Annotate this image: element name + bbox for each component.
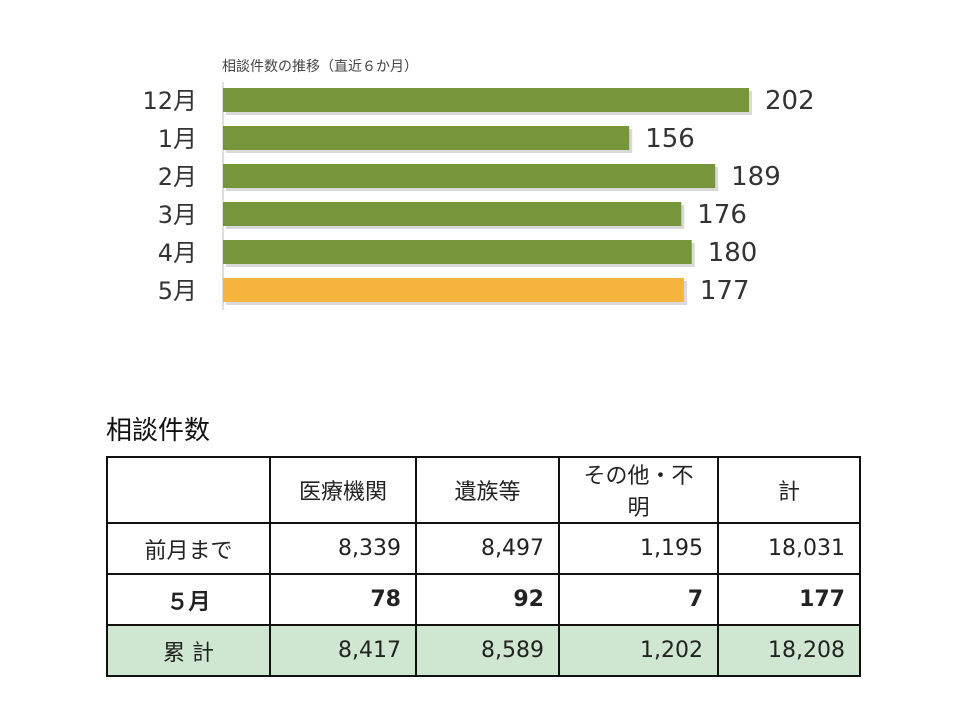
chart-title: 相談件数の推移（直近６か月） <box>222 59 418 75</box>
consultation-table: 医療機関 遺族等 その他・不明 計 前月まで 8,339 8,497 1,195… <box>106 456 861 677</box>
row-label: 累 計 <box>106 624 271 677</box>
data-label: 202 <box>765 86 815 116</box>
data-label: 177 <box>700 276 750 306</box>
cell: 8,417 <box>269 624 417 677</box>
bar <box>223 202 682 226</box>
data-label: 189 <box>731 162 781 192</box>
row-label: 前月まで <box>106 522 271 575</box>
header-empty <box>106 456 271 524</box>
cell: 7 <box>558 573 719 626</box>
category-label: 5月 <box>158 277 197 305</box>
category-label: 4月 <box>158 239 197 267</box>
table-row: 累 計 8,417 8,589 1,202 18,208 <box>106 624 861 677</box>
category-label: 1月 <box>158 125 197 153</box>
cell: 18,208 <box>717 624 861 677</box>
bar <box>223 88 749 112</box>
table-title: 相談件数 <box>106 416 211 446</box>
header-family: 遺族等 <box>415 456 560 524</box>
header-other: その他・不明 <box>558 456 719 524</box>
cell: 8,497 <box>415 522 560 575</box>
bar <box>223 126 630 150</box>
cell: 78 <box>269 573 417 626</box>
cell: 8,339 <box>269 522 417 575</box>
category-label: 2月 <box>158 163 197 191</box>
category-label: 3月 <box>158 201 197 229</box>
data-label: 156 <box>645 124 695 154</box>
bar <box>223 164 716 188</box>
cell: 92 <box>415 573 560 626</box>
bar <box>223 240 692 264</box>
cell: 18,031 <box>717 522 861 575</box>
cell: 177 <box>717 573 861 626</box>
data-label: 180 <box>708 238 758 268</box>
table-row: ５月 78 92 7 177 <box>106 573 861 626</box>
cell: 1,202 <box>558 624 719 677</box>
table-header-row: 医療機関 遺族等 その他・不明 計 <box>106 456 861 524</box>
data-label: 176 <box>697 200 747 230</box>
bar <box>223 278 684 302</box>
bar-chart: 202 12月 156 1月 189 2月 176 3月 180 4月 177 5月 <box>142 82 815 310</box>
header-total: 計 <box>717 456 861 524</box>
header-medical: 医療機関 <box>269 456 417 524</box>
row-label: ５月 <box>106 573 271 626</box>
cell: 8,589 <box>415 624 560 677</box>
category-label: 12月 <box>142 87 197 115</box>
cell: 1,195 <box>558 522 719 575</box>
table-row: 前月まで 8,339 8,497 1,195 18,031 <box>106 522 861 575</box>
